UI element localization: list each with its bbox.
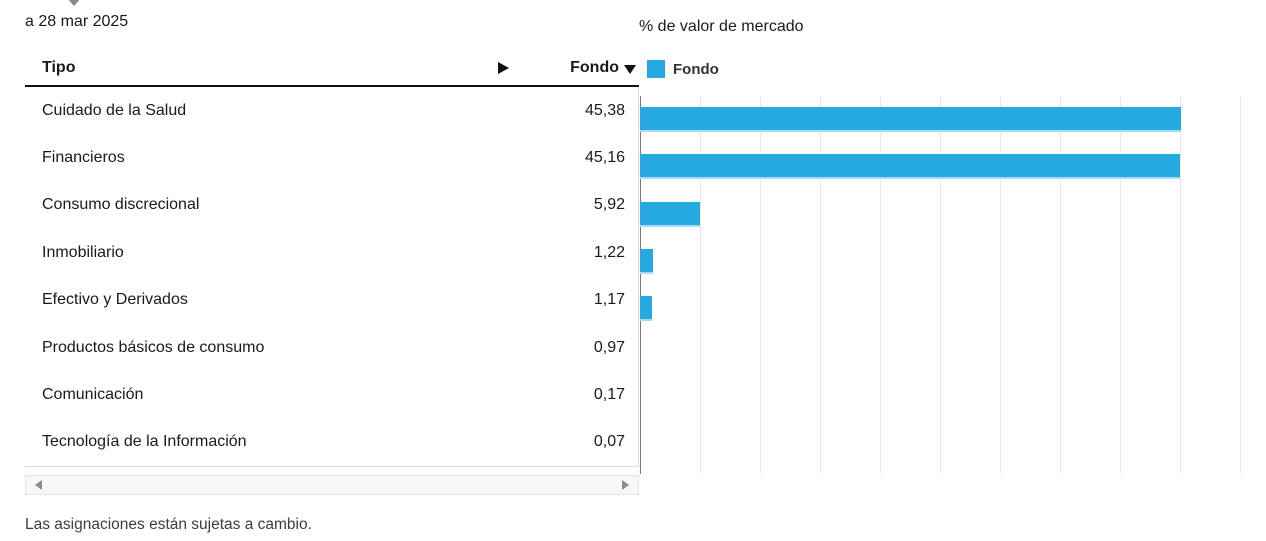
column-header-fondo-label: Fondo — [570, 59, 619, 76]
table-cell-type: Inmobiliario — [42, 243, 124, 261]
table-cell-value: 1,17 — [593, 291, 625, 309]
bar-chart-plot-area — [640, 96, 1241, 474]
table-row: Cuidado de la Salud 45,38 — [25, 87, 638, 134]
triangle-right-icon[interactable] — [498, 62, 509, 74]
table-cell-type: Consumo discrecional — [42, 196, 200, 214]
horizontal-scrollbar[interactable] — [25, 475, 639, 496]
table-row: Inmobiliario 1,22 — [25, 229, 638, 276]
chart-gridline — [1240, 96, 1241, 474]
table-cell-value: 0,17 — [593, 386, 625, 404]
chart-bar — [640, 296, 652, 321]
table-row: Financieros 45,16 — [25, 134, 638, 181]
table-row: Tecnología de la Información 0,07 — [25, 419, 638, 466]
table-header-row: Tipo Fondo — [25, 52, 639, 87]
footnote: Las asignaciones están sujetas a cambio. — [25, 516, 312, 533]
chart-title: % de valor de mercado — [639, 18, 804, 35]
dropdown-caret-icon[interactable] — [66, 0, 82, 6]
table-body: Cuidado de la Salud 45,38 Financieros 45,16… — [25, 87, 639, 468]
table-cell-type: Comunicación — [42, 386, 144, 404]
table-cell-value: 1,22 — [593, 243, 625, 261]
table-cell-value: 0,97 — [593, 338, 625, 356]
chart-gridline — [700, 96, 701, 474]
table-cell-value: 5,92 — [593, 196, 625, 214]
table-cell-type: Financieros — [42, 149, 125, 167]
chart-axis-line — [640, 96, 641, 474]
chart-gridline — [880, 96, 881, 474]
table-cell-type: Tecnología de la Información — [42, 433, 247, 451]
scroll-right-icon[interactable] — [622, 480, 629, 491]
legend-item-fondo[interactable]: Fondo — [647, 60, 719, 78]
scroll-left-icon[interactable] — [35, 480, 42, 491]
table-cell-type: Productos básicos de consumo — [42, 338, 265, 356]
chart-gridline — [820, 96, 821, 474]
allocation-table: Tipo Fondo Cuidado de la Salud 45,38 Finan… — [25, 52, 639, 496]
table-row: Comunicación 0,17 — [25, 371, 638, 418]
table-cell-value: 45,38 — [584, 101, 625, 119]
chart-gridline — [1060, 96, 1061, 474]
chart-bar — [640, 202, 700, 227]
chart-bar — [640, 154, 1180, 179]
chart-gridline — [1000, 96, 1001, 474]
table-row: Productos básicos de consumo 0,97 — [25, 324, 638, 371]
chart-gridline — [1180, 96, 1181, 474]
chart-gridline — [760, 96, 761, 474]
legend-swatch — [647, 60, 665, 78]
table-cell-type: Efectivo y Derivados — [42, 291, 188, 309]
chart-gridline — [940, 96, 941, 474]
chart-bar — [640, 249, 653, 274]
as-of-date: a 28 mar 2025 — [25, 13, 129, 30]
table-row: Consumo discrecional 5,92 — [25, 182, 638, 229]
chart-bar — [640, 107, 1182, 132]
sort-descending-icon — [624, 64, 636, 74]
table-cell-value: 0,07 — [593, 433, 625, 451]
legend-label: Fondo — [673, 60, 719, 78]
table-row: Efectivo y Derivados 1,17 — [25, 277, 638, 324]
table-cell-value: 45,16 — [584, 149, 625, 167]
chart-gridline — [1120, 96, 1121, 474]
column-header-fondo[interactable]: Fondo — [570, 59, 636, 77]
column-header-tipo[interactable]: Tipo — [42, 59, 76, 76]
table-cell-type: Cuidado de la Salud — [42, 101, 187, 119]
